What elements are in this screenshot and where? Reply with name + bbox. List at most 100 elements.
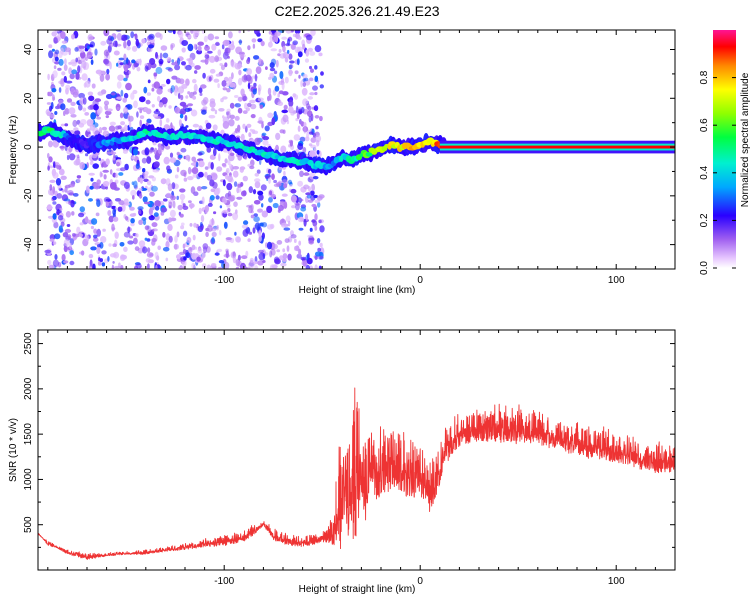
spectrogram-speckle bbox=[229, 102, 235, 109]
spectrogram-speckle bbox=[69, 250, 74, 256]
spectrogram-speckle bbox=[213, 78, 220, 83]
spectrogram-speckle bbox=[178, 154, 183, 159]
spectrogram-speckle bbox=[192, 234, 196, 241]
spectrogram-speckle bbox=[135, 38, 139, 47]
spectrogram-speckle bbox=[79, 222, 84, 226]
spectrogram-speckle bbox=[192, 173, 198, 178]
spectrogram-speckle bbox=[60, 47, 64, 55]
spectrogram-speckle bbox=[234, 115, 240, 121]
spectrogram-x-axis-label: Height of straight line (km) bbox=[299, 285, 416, 296]
spectrogram-speckle bbox=[179, 188, 186, 193]
spectrogram-speckle bbox=[48, 156, 53, 163]
spectrogram-speckle bbox=[48, 264, 55, 269]
spectrogram-speckle bbox=[238, 30, 241, 34]
spectrogram-speckle bbox=[234, 231, 237, 236]
spectrogram-speckle bbox=[222, 96, 228, 100]
spectrogram-speckle bbox=[165, 240, 170, 249]
spectrogram-speckle bbox=[184, 114, 188, 122]
spectrogram-speckle bbox=[318, 52, 323, 57]
spectrogram-speckle bbox=[257, 249, 265, 254]
spectrogram-speckle bbox=[51, 88, 57, 93]
spectrogram-speckle bbox=[314, 65, 318, 70]
spectrogram-speckle bbox=[137, 107, 145, 110]
spectrogram-speckle bbox=[123, 53, 127, 62]
spectrogram-speckle bbox=[123, 64, 129, 73]
spectrogram-speckle bbox=[65, 84, 71, 90]
spectrogram-speckle bbox=[141, 157, 147, 164]
spectrogram-speckle bbox=[118, 200, 125, 206]
spectrogram-speckle bbox=[298, 240, 302, 246]
spectrogram-speckle bbox=[222, 209, 229, 214]
spectrogram-speckle bbox=[144, 237, 148, 241]
spectrogram-speckle bbox=[151, 228, 155, 233]
spectrogram-speckle bbox=[138, 209, 142, 215]
spectrogram-speckle bbox=[178, 119, 182, 127]
spectrogram-speckle bbox=[188, 246, 193, 254]
spectrogram-speckle bbox=[319, 225, 325, 233]
spectrogram-speckle bbox=[174, 64, 181, 71]
spectrogram-speckle bbox=[49, 113, 55, 119]
spectrogram-speckle bbox=[65, 211, 71, 218]
spectrogram-speckle bbox=[192, 123, 200, 128]
spectrogram-speckle bbox=[200, 222, 203, 227]
spectrogram-speckle bbox=[220, 64, 226, 71]
spectrogram-speckle bbox=[90, 225, 94, 230]
spectrogram-speckle bbox=[109, 121, 116, 126]
spectrogram-speckle bbox=[116, 33, 122, 41]
spectrogram-speckle bbox=[288, 106, 294, 114]
spectrogram-speckle bbox=[135, 233, 139, 238]
spectrogram-speckle bbox=[218, 108, 225, 112]
spectrogram-speckle bbox=[196, 186, 202, 192]
spectrogram-speckle bbox=[123, 40, 127, 49]
spectrogram-speckle bbox=[131, 59, 136, 64]
spectrogram-speckle bbox=[216, 248, 223, 253]
spectrogram-speckle bbox=[221, 44, 225, 50]
spectrogram-speckle bbox=[52, 96, 56, 101]
spectrogram-speckle bbox=[200, 215, 205, 223]
spectrogram-speckle bbox=[123, 77, 128, 82]
spectrogram-speckle bbox=[114, 231, 119, 239]
spectrogram-speckle bbox=[289, 184, 293, 187]
spectrogram-speckle bbox=[227, 175, 233, 183]
spectrogram-speckle bbox=[216, 224, 219, 231]
spectrogram-speckle bbox=[89, 185, 94, 190]
spectrogram-speckle bbox=[227, 212, 233, 217]
spectrogram-speckle bbox=[64, 184, 71, 189]
spectrogram-speckle bbox=[53, 65, 57, 70]
spectrogram-speckle bbox=[171, 59, 175, 63]
spectrogram-speckle bbox=[268, 196, 273, 203]
spectrogram-speckle bbox=[99, 73, 105, 82]
spectrogram-speckle bbox=[222, 116, 230, 124]
spectrogram-speckle bbox=[57, 67, 62, 71]
spectrogram-speckle bbox=[136, 66, 141, 72]
spectrogram-speckle bbox=[139, 96, 146, 103]
spectrogram-speckle bbox=[147, 263, 150, 269]
spectrogram-speckle bbox=[54, 56, 59, 62]
spectrogram-speckle bbox=[101, 250, 107, 255]
spectrogram-speckle bbox=[177, 92, 181, 99]
x-tick-label: -100 bbox=[214, 275, 234, 286]
spectrogram-speckle bbox=[244, 125, 248, 133]
spectrogram-speckle bbox=[47, 259, 52, 265]
spectrogram-speckle bbox=[63, 75, 67, 83]
spectrogram-speckle bbox=[102, 130, 110, 138]
spectrogram-speckle bbox=[217, 49, 222, 56]
spectrogram-speckle bbox=[151, 222, 158, 228]
spectrogram-speckle bbox=[202, 263, 207, 268]
spectrogram-speckle bbox=[126, 57, 129, 64]
spectrogram-speckle bbox=[240, 133, 245, 142]
spectrogram-speckle bbox=[167, 223, 173, 231]
spectrogram-speckle bbox=[257, 120, 264, 124]
spectrogram-speckle bbox=[247, 45, 251, 51]
spectrogram-speckle bbox=[73, 127, 79, 132]
spectrogram-speckle bbox=[186, 58, 192, 62]
spectrogram-speckle bbox=[211, 43, 217, 51]
spectrogram-speckle bbox=[206, 50, 213, 54]
spectrogram-speckle bbox=[257, 190, 264, 196]
spectrogram-speckle bbox=[158, 58, 164, 65]
spectrogram-speckle bbox=[203, 35, 208, 43]
spectrogram-speckle bbox=[227, 160, 231, 166]
spectrogram-speckle bbox=[56, 166, 61, 170]
spectrogram-speckle bbox=[233, 201, 238, 207]
